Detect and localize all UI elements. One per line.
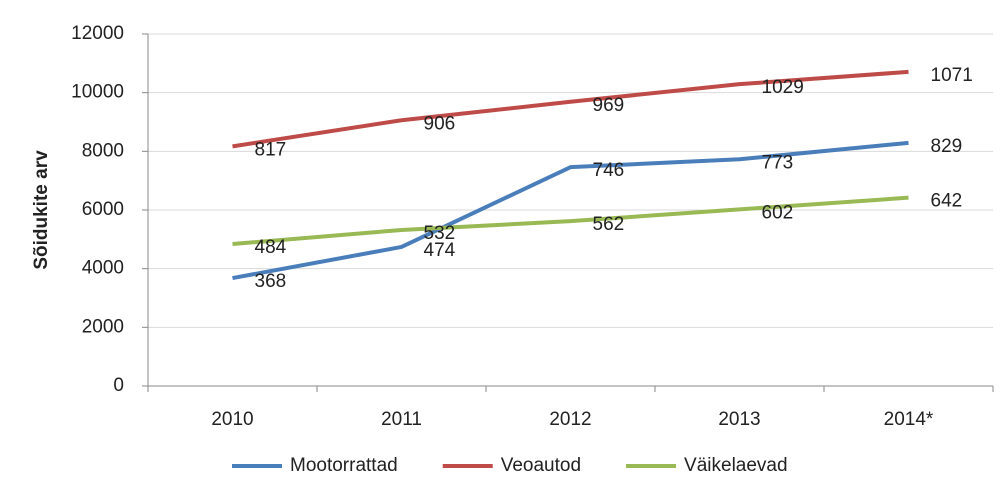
y-tick-label: 2000 (82, 316, 124, 337)
series-line (232, 140, 909, 281)
y-tick-label: 10000 (71, 82, 124, 103)
data-label: 1071 (931, 65, 973, 86)
data-label: 829 (931, 136, 963, 157)
data-label: 642 (931, 191, 963, 212)
data-label: 562 (593, 214, 625, 235)
data-label: 368 (255, 271, 287, 292)
data-label: 969 (593, 95, 625, 116)
data-label: 474 (424, 240, 456, 261)
data-label: 532 (424, 223, 456, 244)
data-label: 906 (424, 113, 456, 134)
data-label: 773 (762, 152, 794, 173)
series-line (232, 69, 909, 149)
y-tick-label: 12000 (71, 23, 124, 44)
y-tick-label: 0 (113, 375, 124, 396)
legend-label: Väikelaevad (684, 455, 788, 476)
x-tick-label: 2014* (884, 409, 934, 430)
legend-label: Mootorrattad (290, 455, 398, 476)
y-tick-label: 4000 (82, 258, 124, 279)
data-label: 602 (762, 202, 794, 223)
x-tick-label: 2012 (549, 409, 591, 430)
x-tick-label: 2010 (211, 409, 253, 430)
x-tick-label: 2011 (381, 409, 422, 430)
data-label: 817 (255, 139, 287, 160)
y-axis-label: Sõidukite arv (31, 150, 52, 270)
y-tick-label: 6000 (82, 199, 124, 220)
data-label: 746 (593, 160, 625, 181)
legend-label: Veoautod (501, 455, 581, 476)
data-label: 1029 (762, 77, 804, 98)
y-tick-label: 8000 (82, 140, 124, 161)
data-label: 484 (255, 237, 287, 258)
series-line (232, 195, 909, 247)
x-tick-label: 2013 (718, 409, 760, 430)
